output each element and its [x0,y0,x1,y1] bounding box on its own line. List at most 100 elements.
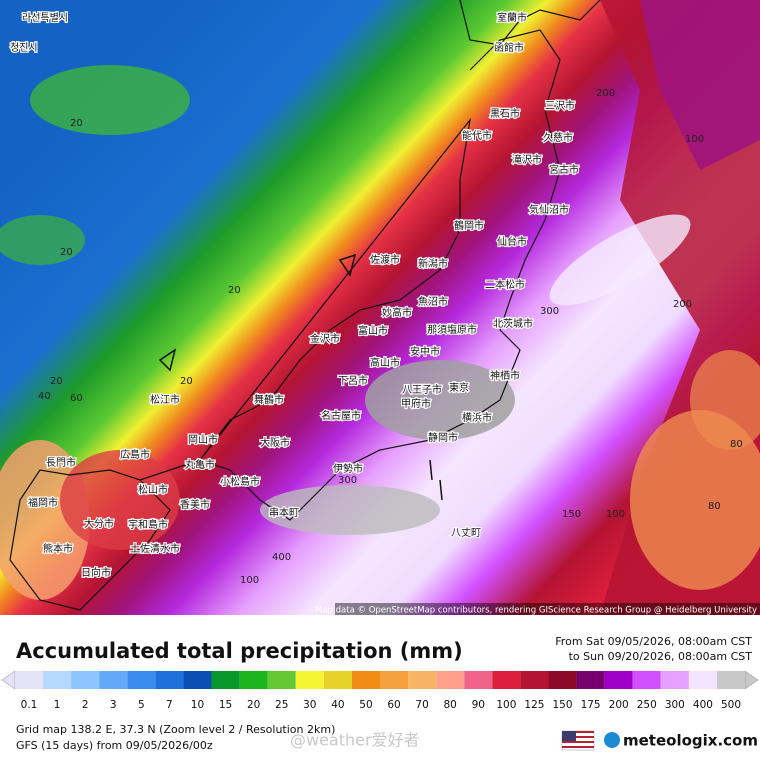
place-label: 松山市 [138,483,168,496]
legend-swatch [716,671,746,689]
place-label: 舞鶴市 [254,393,284,406]
place-label: 安中市 [410,345,440,358]
place-label: 函館市 [494,41,524,54]
legend-swatch [43,671,72,689]
contour-label: 150 [562,509,581,520]
place-label: 鶴岡市 [454,219,484,232]
precip-area [365,360,515,440]
place-label: 東京 [449,381,469,394]
legend-swatch [660,671,689,689]
legend-label: 70 [415,699,428,711]
place-label: 청진시 [10,42,38,54]
place-label: 能代市 [462,129,492,142]
attribution-bg [335,603,760,615]
period-to: to Sun 09/20/2026, 08:00am CST [569,650,753,663]
place-label: 滝沢市 [512,153,542,166]
place-label: 気仙沼市 [529,203,569,216]
contour-label: 40 [38,391,51,402]
legend-label: 5 [138,699,145,711]
place-label: 久慈市 [543,131,573,144]
place-label: 黒石市 [490,107,520,120]
place-label: 富山市 [358,324,388,337]
brand-logo [604,732,620,748]
precip-area [640,0,760,170]
legend-swatch [99,671,128,689]
place-label: 宇和島市 [128,518,168,531]
contour-label: 100 [685,134,704,145]
legend-arrow [1,670,16,690]
place-label: 横浜市 [462,411,492,424]
legend-swatch [408,671,437,689]
legend-label: 100 [496,699,516,711]
place-label: 松江市 [150,393,180,406]
legend-swatch [380,671,409,689]
legend-label: 10 [191,699,204,711]
legend-label: 30 [303,699,316,711]
place-label: 長門市 [46,456,76,469]
legend-label: 25 [275,699,288,711]
legend-label: 1 [54,699,61,711]
info-panel: Accumulated total precipitation (mm) Fro… [1,635,759,752]
precip-area [260,485,440,535]
watermark: @weather爱好者 [290,731,420,750]
precip-area [549,214,691,306]
place-label: 二本松市 [485,278,525,291]
contour-label: 60 [70,393,83,404]
place-label: 土佐清水市 [130,542,180,555]
legend: 0.1 1 2 3 5 7 10 15 20 25 30 40 50 60 70 80 90 100 125 150 1… [1,670,759,711]
place-label: 八王子市 [402,383,442,396]
place-label: 甲府市 [401,397,431,410]
legend-label: 300 [665,699,685,711]
legend-swatch [323,671,352,689]
coastline [9,29,561,611]
place-label: 大分市 [84,517,114,530]
contour-label: 300 [540,306,559,317]
contour-label: 20 [50,376,63,387]
legend-arrow [744,670,759,690]
legend-swatch [520,671,549,689]
place-label: 宮古市 [549,163,579,176]
contour-label: 20 [228,285,241,296]
contour-label: 80 [730,439,743,450]
place-label: 香美市 [180,498,210,511]
place-label: 丸亀市 [185,458,215,471]
legend-label: 15 [219,699,232,711]
coastline [459,0,601,46]
legend-swatch [688,671,717,689]
legend-label: 250 [637,699,657,711]
contour-label: 300 [338,475,357,486]
legend-label: 80 [444,699,457,711]
contour-label: 400 [272,552,291,563]
place-label: 岡山市 [188,433,218,446]
legend-swatch [239,671,268,689]
place-label: 広島市 [120,448,150,461]
legend-label: 60 [387,699,400,711]
place-label: 串本町 [269,506,299,519]
place-label: 高山市 [370,356,400,369]
place-label: 三沢市 [545,99,575,112]
brand: meteologix.com [623,732,758,750]
legend-swatch [127,671,156,689]
legend-swatch [295,671,324,689]
legend-label: 175 [581,699,601,711]
place-label: 那須塩原市 [427,323,477,336]
legend-swatch [436,671,465,689]
precip-area [690,350,760,450]
legend-swatch [548,671,577,689]
precip-area [60,450,180,550]
legend-label: 90 [472,699,485,711]
precip-area [630,410,760,590]
legend-swatch [351,671,380,689]
place-label: 北茨城市 [493,317,533,330]
place-label: 金沢市 [310,332,340,345]
place-label: 大阪市 [260,436,290,449]
contour-label: 80 [708,501,721,512]
legend-label: 400 [693,699,713,711]
contour-label: 200 [596,88,615,99]
place-label: 室蘭市 [497,11,527,24]
place-label: 佐渡市 [370,253,400,266]
legend-label: 125 [524,699,544,711]
place-label: 妙高市 [382,306,412,319]
contour-label: 100 [606,509,625,520]
legend-swatch [576,671,605,689]
